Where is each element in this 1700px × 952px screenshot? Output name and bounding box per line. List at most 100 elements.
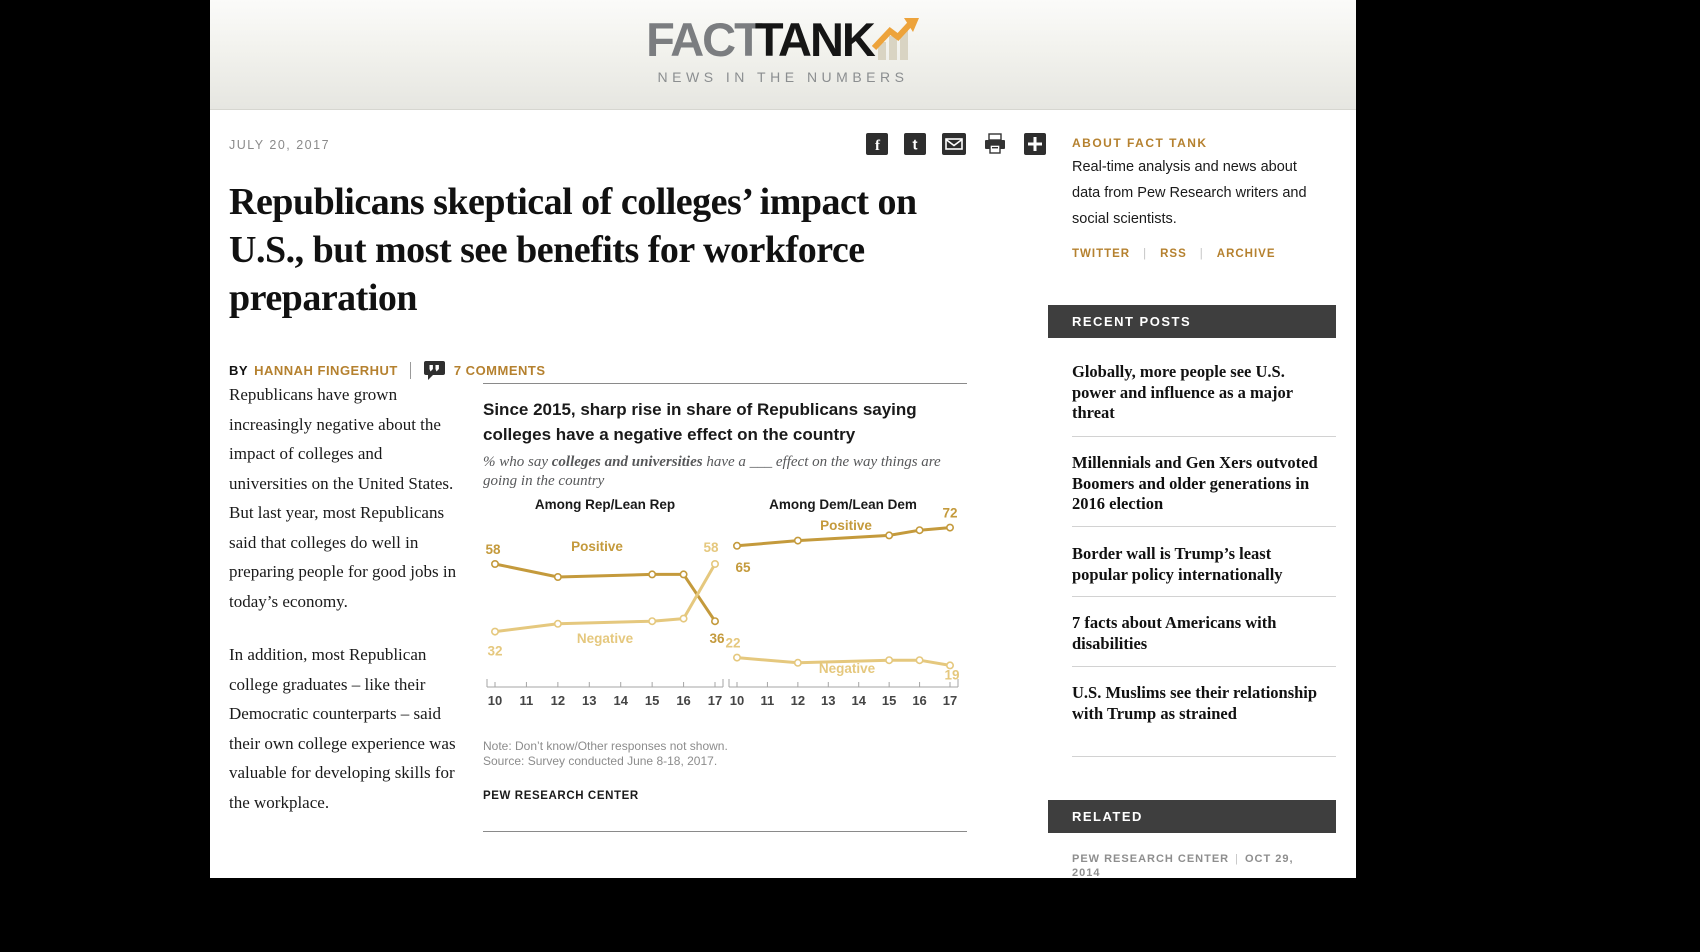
chart-canvas: Among Rep/Lean Rep 10 11 12 13 14 15 16 17 Positi… — [485, 497, 959, 708]
data-point-marker — [679, 570, 688, 579]
data-point-marker — [648, 617, 657, 626]
chart-source-line: Source: Survey conducted June 8-18, 2017… — [483, 753, 718, 768]
axis-tick-label: 15 — [882, 693, 896, 708]
data-point-marker — [679, 614, 688, 623]
chart-credit: PEW RESEARCH CENTER — [483, 789, 639, 802]
axis-tick-label: 13 — [582, 693, 596, 708]
share-toolbar: f t — [866, 133, 1062, 155]
article-title: Republicans skeptical of colleges’ impac… — [229, 181, 917, 319]
axis-tick-label: 11 — [761, 693, 775, 708]
axis-tick-label: 15 — [645, 693, 659, 708]
axis-tick-label: 17 — [708, 693, 722, 708]
value-label: 19 — [944, 667, 959, 682]
list-separator — [1072, 596, 1336, 597]
axis-tick-label: 16 — [912, 693, 926, 708]
value-label: 72 — [942, 506, 957, 521]
series-label: Negative — [819, 661, 876, 676]
article-paragraph: In addition, most Republican college gra… — [229, 645, 456, 812]
data-point-marker — [915, 656, 924, 665]
axis-tick-label: 10 — [488, 693, 502, 708]
share-more-icon[interactable] — [1024, 133, 1046, 155]
related-item-credit[interactable]: PEW RESEARCH CENTER | OCT 29, 2014 — [1072, 852, 1312, 878]
data-point-marker — [553, 573, 562, 582]
axis-tick-label: 14 — [613, 693, 628, 708]
about-links: TWITTER | RSS | ARCHIVE — [1072, 248, 1276, 260]
logo-fact-text: FACT — [646, 13, 763, 66]
recent-post-link[interactable]: Millennials and Gen Xers outvoted Boomer… — [1072, 453, 1318, 513]
data-point-marker — [711, 617, 720, 626]
value-label: 65 — [735, 560, 751, 575]
chart-note-line: Note: Don’t know/Other responses not sho… — [483, 738, 728, 753]
axis-tick-label: 13 — [821, 693, 835, 708]
value-label: 36 — [709, 631, 725, 646]
related-source: PEW RESEARCH CENTER — [1072, 853, 1230, 865]
recent-post-link[interactable]: U.S. Muslims see their relationship with… — [1072, 683, 1318, 723]
site-header: FACT TANK NEWS IN THE NUMBERS — [210, 0, 1356, 110]
data-point-marker — [491, 627, 500, 636]
byline: BY HANNAH FINGERHUT 7 COMMENTS — [229, 360, 546, 381]
chart-subtitle-post: have a ___ effect on the way things are … — [483, 454, 941, 489]
link-separator: | — [1143, 248, 1148, 260]
factank-logo[interactable]: FACT TANK — [210, 0, 1356, 66]
axis-tick-label: 16 — [676, 693, 690, 708]
site-tagline: NEWS IN THE NUMBERS — [657, 69, 909, 85]
value-label: 58 — [485, 542, 501, 557]
byline-divider — [409, 362, 411, 379]
email-icon[interactable] — [942, 133, 966, 155]
svg-text:f: f — [875, 138, 881, 154]
chart-note: Note: Don’t know/Other responses not sho… — [483, 739, 967, 769]
author-link[interactable]: HANNAH FINGERHUT — [254, 363, 398, 378]
data-point-marker — [733, 541, 742, 550]
data-point-marker — [885, 656, 894, 665]
data-point-marker — [945, 523, 954, 532]
series-label: Positive — [820, 518, 872, 533]
publish-date: JULY 20, 2017 — [229, 138, 331, 152]
recent-post-link[interactable]: 7 facts about Americans with disabilitie… — [1072, 613, 1277, 653]
axis-tick-label: 17 — [943, 693, 957, 708]
article-body: Since 2015, sharp rise in share of Repub… — [229, 380, 967, 842]
data-point-marker — [885, 531, 894, 540]
chart-subtitle-bold: colleges and universities — [551, 454, 703, 470]
recent-post-link[interactable]: Globally, more people see U.S. power and… — [1072, 362, 1293, 422]
axis-tick-label: 14 — [851, 693, 866, 708]
about-fact-tank-text: Real-time analysis and news about data f… — [1072, 159, 1307, 227]
data-point-marker — [793, 536, 802, 545]
comments-link[interactable]: 7 COMMENTS — [453, 363, 546, 378]
panel-heading: Among Dem/Lean Dem — [769, 497, 917, 512]
twitter-icon[interactable]: t — [904, 133, 926, 155]
credit-separator: | — [1235, 853, 1239, 865]
rss-link[interactable]: RSS — [1160, 248, 1187, 260]
page: FACT TANK NEWS IN THE NUMBERS JULY 20, 20… — [210, 0, 1356, 878]
facebook-icon[interactable]: f — [866, 133, 888, 155]
value-label: 32 — [487, 644, 502, 659]
data-point-marker — [733, 653, 742, 662]
chart: Since 2015, sharp rise in share of Repub… — [483, 383, 967, 832]
series-label: Negative — [577, 631, 634, 646]
sidebar: ABOUT FACT TANK Real-time analysis and n… — [1048, 110, 1356, 878]
byline-prefix: BY — [229, 363, 249, 378]
value-label: 58 — [703, 540, 719, 555]
data-point-marker — [491, 560, 500, 569]
archive-link[interactable]: ARCHIVE — [1216, 248, 1276, 260]
twitter-link[interactable]: TWITTER — [1072, 248, 1131, 260]
list-separator — [1072, 526, 1336, 527]
axis-tick-label: 12 — [551, 693, 565, 708]
series-label: Positive — [571, 539, 623, 554]
svg-text:t: t — [913, 137, 918, 154]
logo-tank-text: TANK — [754, 13, 876, 66]
data-point-marker — [648, 570, 657, 579]
value-label: 22 — [725, 636, 740, 651]
print-icon[interactable] — [982, 133, 1008, 155]
recent-posts-header: RECENT POSTS — [1048, 305, 1336, 338]
data-point-marker — [915, 526, 924, 535]
axis-tick-label: 11 — [520, 693, 534, 708]
comment-bubble-icon — [423, 361, 445, 380]
logo-bar-chart-icon — [871, 18, 919, 60]
recent-post-link[interactable]: Border wall is Trump’s least popular pol… — [1072, 544, 1283, 584]
content: JULY 20, 2017 f t Republicans skeptical … — [210, 110, 1356, 878]
list-separator — [1072, 436, 1336, 437]
list-separator — [1072, 666, 1336, 667]
axis-tick-label: 12 — [791, 693, 805, 708]
data-point-marker — [945, 661, 954, 670]
chart-subtitle: % who say colleges and universities have… — [483, 453, 967, 491]
